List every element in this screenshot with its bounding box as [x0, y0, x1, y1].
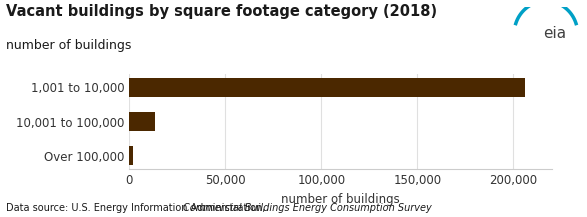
X-axis label: number of buildings: number of buildings — [281, 193, 400, 206]
Text: Data source: U.S. Energy Information Administration,: Data source: U.S. Energy Information Adm… — [6, 203, 268, 213]
Text: Vacant buildings by square footage category (2018): Vacant buildings by square footage categ… — [6, 4, 437, 19]
Text: Commercial Buildings Energy Consumption Survey: Commercial Buildings Energy Consumption … — [183, 203, 432, 213]
Bar — [129, 78, 525, 97]
Bar — [129, 112, 155, 131]
Text: number of buildings: number of buildings — [6, 39, 131, 52]
Text: eia: eia — [543, 26, 566, 41]
Bar — [129, 146, 133, 165]
